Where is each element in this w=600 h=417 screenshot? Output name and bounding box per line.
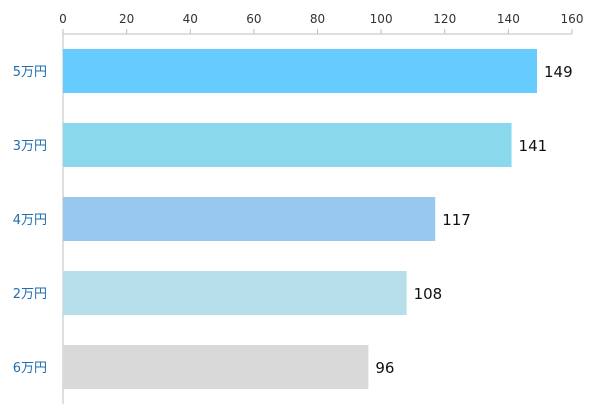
category-labels: 5万円 3万円 4万円 2万円 6万円 (13, 65, 47, 376)
bars (63, 49, 538, 389)
bar (63, 49, 538, 93)
data-label: 149 (544, 63, 573, 81)
data-label: 117 (442, 211, 471, 229)
x-tick-label: 160 (561, 12, 584, 26)
category-label: 5万円 (13, 65, 47, 80)
bar (63, 345, 369, 389)
data-label: 96 (375, 359, 394, 377)
x-tick-label: 140 (497, 12, 520, 26)
x-tick-label: 40 (183, 12, 198, 26)
data-labels: 149 141 117 108 96 (375, 63, 572, 377)
x-tick-label: 100 (370, 12, 393, 26)
category-label: 3万円 (13, 139, 47, 154)
data-label: 141 (519, 137, 548, 155)
data-label: 108 (414, 285, 443, 303)
x-tick-label: 60 (246, 12, 261, 26)
x-tick-label: 120 (433, 12, 456, 26)
x-tick-label: 80 (310, 12, 325, 26)
category-label: 2万円 (13, 287, 47, 302)
bar (63, 123, 512, 167)
x-axis: 0 20 40 60 80 100 120 140 160 (59, 12, 583, 404)
x-tick-label: 0 (59, 12, 67, 26)
x-tick-label: 20 (119, 12, 134, 26)
category-label: 4万円 (13, 213, 47, 228)
bar (63, 197, 436, 241)
category-label: 6万円 (13, 361, 47, 376)
bar (63, 271, 407, 315)
